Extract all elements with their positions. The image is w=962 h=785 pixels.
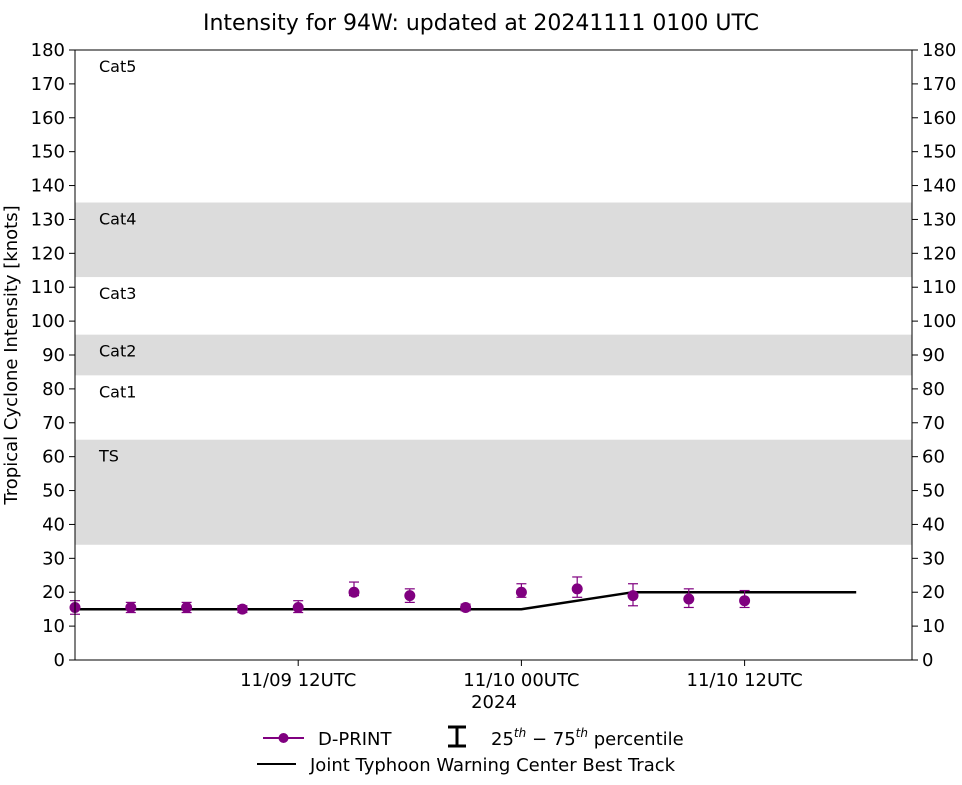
y-tick-label-right: 40 bbox=[922, 514, 945, 535]
legend-besttrack-label: Joint Typhoon Warning Center Best Track bbox=[309, 755, 676, 776]
y-tick-label-left: 40 bbox=[42, 514, 65, 535]
dprint-marker bbox=[515, 586, 527, 598]
y-tick-label-left: 170 bbox=[31, 74, 65, 95]
y-tick-label-left: 150 bbox=[31, 142, 65, 163]
y-tick-label-right: 60 bbox=[922, 447, 945, 468]
y-tick-label-left: 100 bbox=[31, 311, 65, 332]
y-tick-label-right: 10 bbox=[922, 616, 945, 637]
y-tick-label-left: 130 bbox=[31, 209, 65, 230]
dprint-marker bbox=[181, 601, 193, 613]
y-tick-label-left: 90 bbox=[42, 345, 65, 366]
y-tick-label-left: 140 bbox=[31, 176, 65, 197]
y-tick-label-left: 80 bbox=[42, 379, 65, 400]
dprint-point-3 bbox=[236, 603, 248, 615]
band-cat4 bbox=[75, 202, 912, 278]
dprint-marker bbox=[292, 601, 304, 613]
y-tick-label-left: 160 bbox=[31, 108, 65, 129]
dprint-point-4 bbox=[292, 600, 304, 614]
y-tick-label-right: 120 bbox=[922, 243, 956, 264]
dprint-point-6 bbox=[404, 588, 416, 603]
band-label-cat5: Cat5 bbox=[99, 57, 136, 76]
x-tick-label: 11/10 00UTC bbox=[463, 670, 579, 691]
y-tick-label-right: 20 bbox=[922, 582, 945, 603]
dprint-marker bbox=[627, 590, 639, 602]
intensity-category-bands bbox=[75, 202, 912, 545]
y-tick-label-right: 90 bbox=[922, 345, 945, 366]
dprint-point-7 bbox=[460, 601, 472, 613]
y-tick-label-right: 140 bbox=[922, 176, 956, 197]
dprint-point-8 bbox=[515, 583, 527, 598]
x-axis-label: 2024 bbox=[471, 692, 517, 713]
y-axis-right: 0 10 20 30 40 50 60 70 80 90 100 110 120 130 140 150 160… bbox=[912, 40, 956, 671]
y-tick-label-left: 30 bbox=[42, 548, 65, 569]
y-tick-label-right: 70 bbox=[922, 413, 945, 434]
y-tick-label-left: 20 bbox=[42, 582, 65, 603]
y-tick-label-right: 80 bbox=[922, 379, 945, 400]
category-labels: TS Cat1 Cat2 Cat3 Cat4 Cat5 bbox=[98, 57, 136, 466]
dprint-point-5 bbox=[348, 581, 360, 598]
dprint-marker bbox=[739, 595, 751, 607]
band-label-cat4: Cat4 bbox=[99, 210, 136, 229]
legend-dprint-marker bbox=[278, 733, 289, 743]
y-tick-label-left: 50 bbox=[42, 481, 65, 502]
dprint-marker bbox=[125, 601, 137, 613]
y-tick-label-left: 10 bbox=[42, 616, 65, 637]
dprint-point-10 bbox=[627, 583, 639, 607]
y-tick-label-left: 180 bbox=[31, 40, 65, 61]
chart-title: Intensity for 94W: updated at 20241111 0… bbox=[203, 11, 759, 36]
legend-errorbar-icon bbox=[448, 725, 466, 748]
band-label-cat1: Cat1 bbox=[99, 382, 136, 401]
legend-percentile-label: 25th − 75th percentile bbox=[491, 726, 684, 750]
y-tick-label-right: 0 bbox=[922, 650, 933, 671]
x-axis: 11/09 12UTC 11/10 00UTC 11/10 12UTC bbox=[240, 660, 803, 691]
dprint-point-12 bbox=[739, 589, 751, 609]
dprint-marker bbox=[683, 593, 695, 605]
y-tick-label-left: 0 bbox=[54, 650, 65, 671]
y-tick-label-left: 70 bbox=[42, 413, 65, 434]
y-tick-label-right: 180 bbox=[922, 40, 956, 61]
x-tick-label: 11/10 12UTC bbox=[687, 670, 803, 691]
y-tick-label-left: 60 bbox=[42, 447, 65, 468]
dprint-marker bbox=[348, 586, 360, 598]
y-tick-label-left: 110 bbox=[31, 277, 65, 298]
band-label-ts: TS bbox=[98, 447, 119, 466]
legend: D-PRINT 25th − 75th percentile Joint Typ… bbox=[257, 725, 684, 776]
y-tick-label-right: 150 bbox=[922, 142, 956, 163]
y-axis-label: Tropical Cyclone Intensity [knots] bbox=[1, 205, 22, 505]
dprint-point-11 bbox=[683, 588, 695, 609]
legend-dprint-label: D-PRINT bbox=[318, 729, 392, 750]
dprint-point-1 bbox=[125, 601, 137, 614]
y-tick-label-left: 120 bbox=[31, 243, 65, 264]
dprint-point-2 bbox=[181, 601, 193, 614]
dprint-marker bbox=[460, 601, 472, 613]
band-label-cat3: Cat3 bbox=[99, 284, 136, 303]
y-tick-label-right: 50 bbox=[922, 481, 945, 502]
band-cat2 bbox=[75, 334, 912, 376]
band-ts bbox=[75, 439, 912, 545]
y-tick-label-right: 170 bbox=[922, 74, 956, 95]
y-axis-left: 0 10 20 30 40 50 60 70 80 90 100 110 120 130 140 150 160… bbox=[31, 40, 75, 671]
dprint-marker bbox=[236, 603, 248, 615]
y-tick-label-right: 30 bbox=[922, 548, 945, 569]
y-tick-label-right: 110 bbox=[922, 277, 956, 298]
y-tick-label-right: 130 bbox=[922, 209, 956, 230]
y-tick-label-right: 100 bbox=[922, 311, 956, 332]
dprint-marker bbox=[571, 583, 583, 595]
x-tick-label: 11/09 12UTC bbox=[240, 670, 356, 691]
dprint-point-9 bbox=[571, 576, 583, 598]
band-label-cat2: Cat2 bbox=[99, 342, 136, 361]
y-tick-label-right: 160 bbox=[922, 108, 956, 129]
dprint-marker bbox=[404, 590, 416, 602]
